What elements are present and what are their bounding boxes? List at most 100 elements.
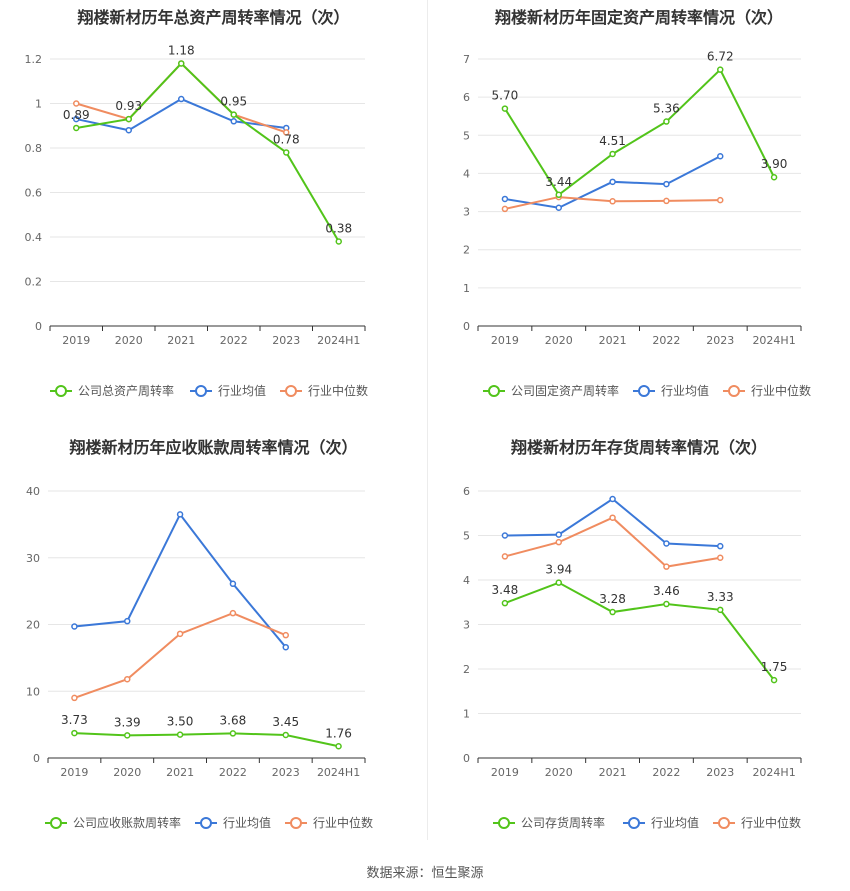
- x-tick-label: 2023: [272, 766, 300, 779]
- data-label: 3.48: [492, 583, 519, 597]
- data-point-median: [609, 514, 616, 521]
- data-point-median: [717, 196, 724, 204]
- legend-marker-avg: [628, 817, 640, 829]
- y-tick-label: 1: [35, 98, 42, 111]
- data-point-avg: [229, 580, 237, 588]
- data-label: 4.51: [599, 134, 626, 148]
- data-point-company: [501, 105, 509, 112]
- legend-label[interactable]: 公司总资产周转率: [78, 383, 174, 398]
- y-tick-label: 30: [26, 552, 40, 565]
- data-label: 3.39: [114, 715, 141, 729]
- y-tick-label: 0.6: [25, 187, 43, 200]
- x-tick-label: 2019: [491, 766, 519, 779]
- data-point-avg: [178, 95, 185, 103]
- data-point-avg: [125, 126, 132, 134]
- data-point-avg: [663, 180, 670, 188]
- data-label: 3.33: [707, 590, 734, 604]
- data-point-avg: [609, 178, 616, 186]
- data-point-company: [663, 600, 670, 608]
- data-label: 5.36: [653, 102, 680, 116]
- x-tick-label: 2024H1: [752, 766, 795, 779]
- data-point-company: [229, 730, 237, 737]
- data-point-avg: [555, 204, 562, 212]
- chart-svg: 0 1 2 3 4 5 6 7 2019 2020 2021 2022 2023 2024H1 5.70 3.…: [463, 50, 811, 398]
- legend-label[interactable]: 行业中位数: [308, 383, 368, 398]
- y-tick-label: 1: [463, 282, 470, 295]
- data-label: 3.28: [599, 592, 626, 606]
- y-tick-label: 0.2: [25, 276, 43, 289]
- data-point-company: [555, 579, 562, 586]
- data-point-company: [282, 731, 289, 739]
- series-line-company: [504, 68, 775, 197]
- data-point-company: [335, 238, 342, 245]
- legend-label[interactable]: 公司存货周转率: [521, 815, 605, 830]
- legend-label[interactable]: 行业均值: [218, 383, 266, 398]
- legend-marker-median: [290, 817, 302, 829]
- chart-title: 翔楼新材历年存货周转率情况（次）: [510, 438, 767, 457]
- data-label: 3.50: [167, 715, 194, 729]
- y-tick-label: 1: [463, 708, 470, 721]
- x-tick-label: 2024H1: [317, 766, 360, 779]
- data-source-footer: 数据来源：恒生聚源: [366, 866, 484, 881]
- legend-marker-company: [498, 817, 510, 829]
- data-point-median: [283, 129, 290, 136]
- data-point-median: [176, 630, 184, 638]
- data-point-median: [282, 631, 289, 639]
- x-tick-label: 2022: [652, 334, 680, 347]
- data-point-avg: [609, 495, 616, 503]
- x-tick-label: 2023: [706, 766, 734, 779]
- legend-marker-company: [488, 385, 500, 397]
- y-tick-label: 2: [463, 663, 470, 676]
- y-tick-label: 3: [463, 206, 470, 219]
- data-label: 3.68: [220, 713, 247, 727]
- data-label: 0.89: [63, 108, 90, 122]
- legend-label[interactable]: 行业均值: [651, 815, 699, 830]
- data-point-company: [770, 676, 778, 684]
- x-tick-label: 2019: [60, 766, 88, 779]
- data-point-avg: [230, 118, 237, 125]
- data-point-median: [501, 205, 509, 213]
- data-point-avg: [176, 511, 184, 518]
- legend-label[interactable]: 公司应收账款周转率: [73, 815, 181, 830]
- data-point-median: [555, 538, 562, 546]
- data-label: 0.95: [220, 95, 247, 109]
- data-point-avg: [717, 153, 724, 160]
- data-point-median: [229, 609, 237, 617]
- data-label: 1.18: [168, 43, 195, 57]
- legend-marker-company: [50, 817, 62, 829]
- data-point-company: [124, 732, 131, 739]
- data-point-company: [609, 608, 616, 616]
- chart-panel-receivables-turnover: 翔楼新材历年应收账款周转率情况（次） 0 10 20 30 40 2019 2020 2021…: [0, 420, 427, 845]
- legend-marker-median: [728, 385, 740, 397]
- data-point-company: [230, 111, 237, 118]
- series-line-median: [504, 516, 721, 568]
- x-tick-label: 2020: [545, 334, 573, 347]
- data-point-avg: [501, 532, 509, 539]
- legend-marker-median: [718, 817, 730, 829]
- data-label: 3.44: [545, 175, 572, 189]
- legend-label[interactable]: 行业中位数: [313, 815, 373, 830]
- legend-label[interactable]: 公司固定资产周转率: [511, 383, 619, 398]
- chart-svg: 0 10 20 30 40 2019 2020 2021 2022 2023 2024H1 3.73 3…: [26, 485, 373, 830]
- x-tick-label: 2021: [166, 766, 194, 779]
- y-tick-label: 40: [26, 485, 40, 498]
- data-label: 1.75: [761, 660, 788, 674]
- legend-label[interactable]: 行业均值: [661, 383, 709, 398]
- data-point-company: [125, 115, 132, 123]
- panel-divider: [427, 0, 428, 840]
- y-tick-label: 7: [463, 53, 470, 66]
- x-tick-label: 2019: [62, 334, 90, 347]
- series-line-avg: [74, 512, 287, 648]
- legend-label[interactable]: 行业中位数: [751, 383, 811, 398]
- legend-marker-avg: [200, 817, 212, 829]
- series-line-company: [74, 732, 339, 748]
- legend-label[interactable]: 行业均值: [223, 815, 271, 830]
- legend-label[interactable]: 行业中位数: [741, 815, 801, 830]
- y-tick-label: 2: [463, 244, 470, 257]
- data-label: 0.78: [273, 132, 300, 146]
- chart-svg: 0 0.2 0.4 0.6 0.8 1 1.2 2019 2020 2021 2022 2023 202…: [25, 43, 369, 398]
- y-tick-label: 0: [463, 752, 470, 765]
- x-tick-label: 2020: [545, 766, 573, 779]
- chart-svg: 0 1 2 3 4 5 6 2019 2020 2021 2022 2023 2024H1 3.48 3.9…: [463, 485, 802, 830]
- y-tick-label: 5: [463, 530, 470, 543]
